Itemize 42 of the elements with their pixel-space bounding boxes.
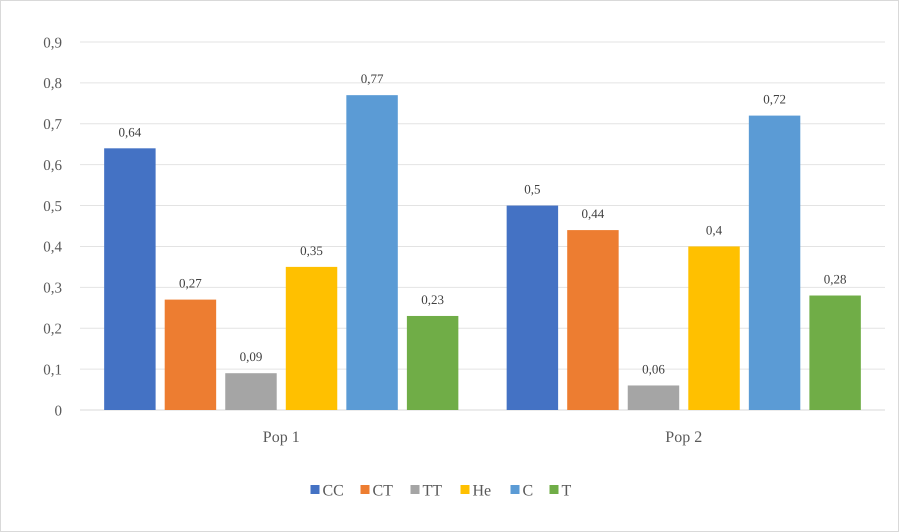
bar (628, 385, 680, 410)
data-label: 0,5 (524, 182, 541, 197)
y-tick-label: 0,4 (43, 240, 62, 256)
y-tick-label: 0,7 (43, 117, 62, 134)
legend-label: CC (322, 482, 344, 500)
bar (346, 95, 398, 410)
y-tick-label: 0,5 (43, 198, 62, 215)
legend-label: CT (372, 482, 394, 500)
bar (225, 373, 277, 410)
y-tick-label: 0,8 (43, 76, 62, 92)
y-tick-label: 0 (54, 403, 62, 420)
data-label: 0,27 (179, 276, 202, 291)
legend-label: C (522, 482, 534, 500)
bar (506, 206, 558, 410)
bar (104, 148, 156, 410)
data-label: 0,4 (706, 222, 723, 238)
data-label: 0,64 (118, 124, 142, 140)
y-tick-label: 0,3 (43, 280, 62, 297)
y-tick-label: 0,2 (43, 321, 62, 338)
y-tick-label: 0,1 (43, 362, 62, 378)
data-label: 0,23 (421, 292, 444, 307)
bar (688, 246, 740, 410)
legend-label: TT (422, 482, 442, 500)
data-label: 0,28 (824, 272, 846, 287)
legend-label: T (562, 482, 572, 500)
data-label: 0,09 (240, 349, 262, 364)
legend-label: He (472, 482, 492, 500)
bar (809, 296, 861, 410)
x-tick-label: Pop 2 (665, 429, 702, 446)
data-label: 0,72 (763, 92, 786, 107)
bar (164, 300, 216, 410)
bar (406, 316, 458, 410)
bar (748, 116, 800, 410)
data-label: 0,44 (582, 206, 605, 222)
data-label: 0,35 (300, 242, 323, 258)
data-label: 0,77 (360, 71, 384, 86)
x-tick-label: Pop 1 (262, 429, 300, 446)
y-tick-label: 0,9 (43, 35, 62, 52)
data-label: 0,06 (642, 361, 666, 376)
y-tick-label: 0,6 (43, 158, 62, 174)
bar (567, 230, 619, 410)
bar (286, 266, 338, 410)
